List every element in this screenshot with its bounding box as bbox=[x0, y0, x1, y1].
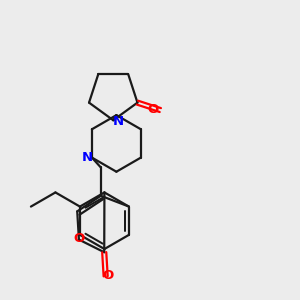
Text: O: O bbox=[148, 103, 159, 116]
Text: O: O bbox=[73, 232, 85, 244]
Text: N: N bbox=[82, 151, 93, 164]
Text: N: N bbox=[113, 115, 124, 128]
Text: O: O bbox=[102, 269, 113, 282]
